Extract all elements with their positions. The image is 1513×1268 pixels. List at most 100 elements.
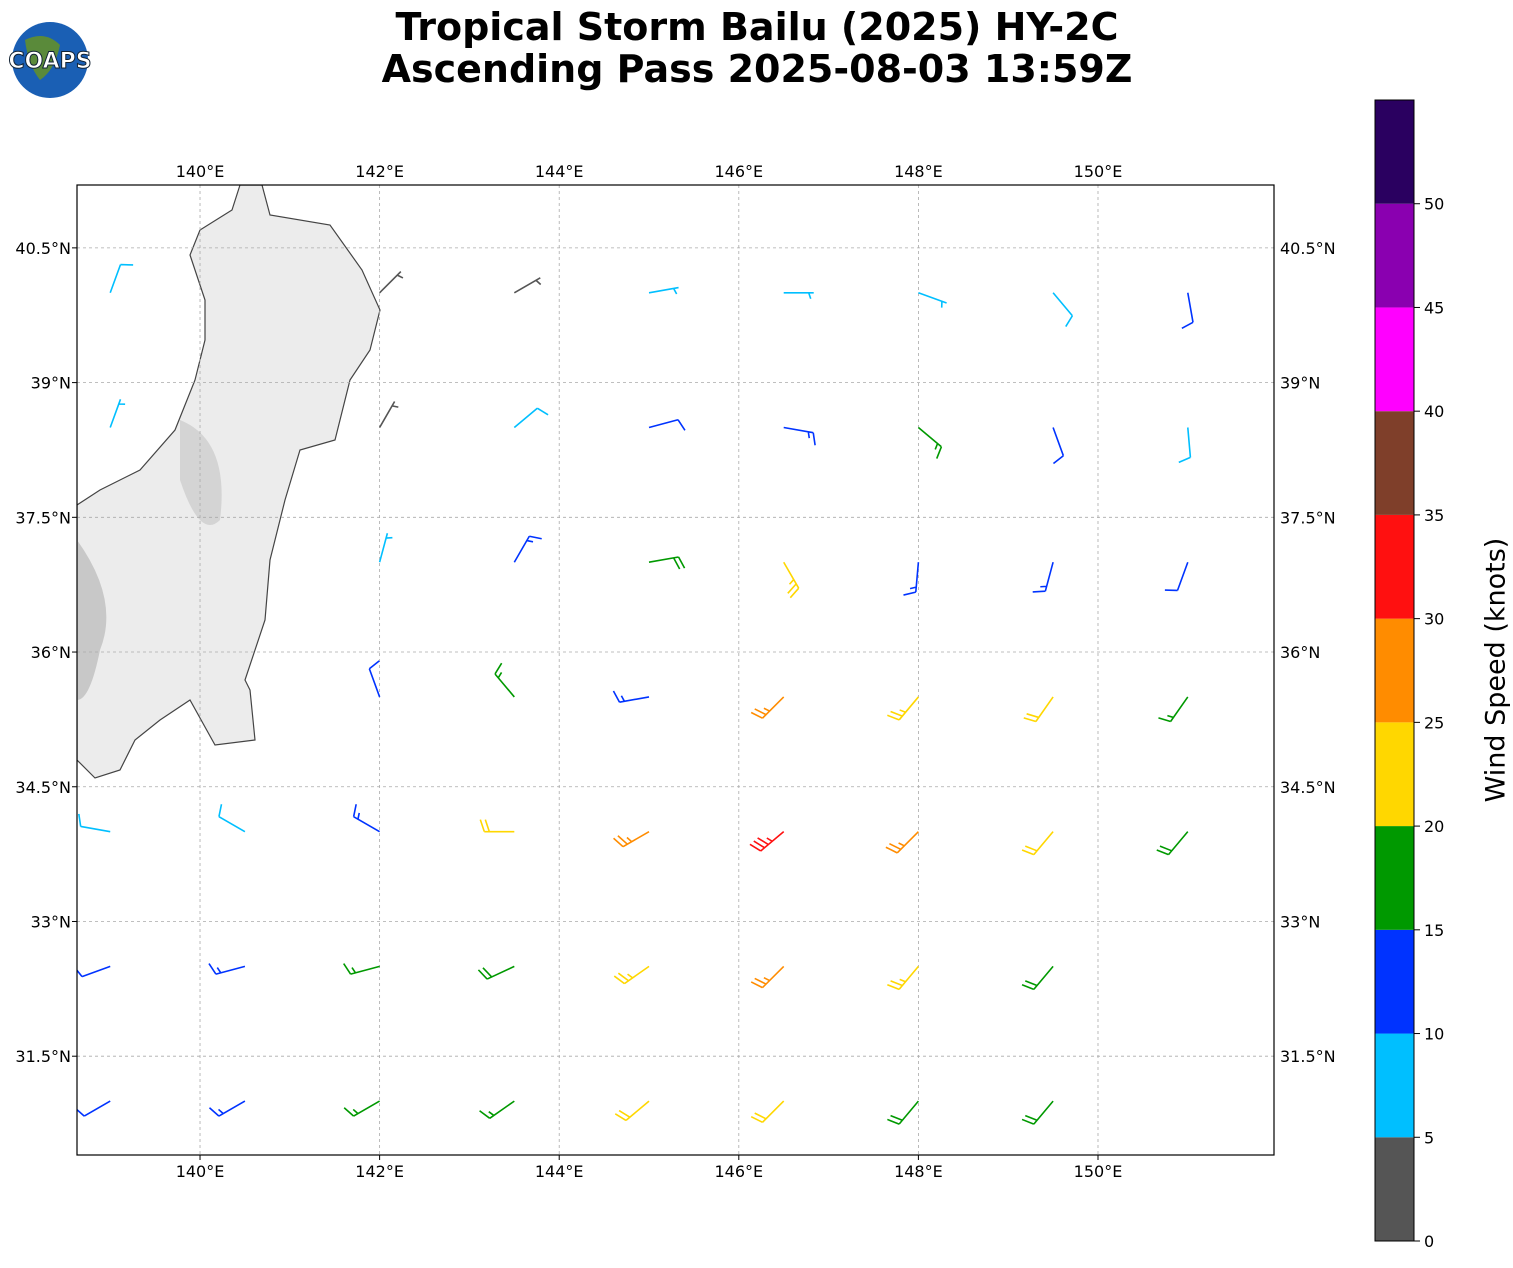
colorbar-tick-label: 40	[1424, 402, 1444, 421]
y-tick-label: 36°N	[31, 643, 71, 662]
colorbar-segment	[1375, 514, 1414, 619]
land-japan	[77, 185, 381, 779]
wind-barb	[1164, 561, 1189, 592]
wind-barb	[750, 696, 785, 719]
colorbar-tick-label: 20	[1424, 817, 1444, 836]
x-tick-label: 140°E	[176, 162, 225, 181]
colorbar-tick-label: 45	[1424, 298, 1444, 317]
wind-barb	[885, 831, 919, 854]
x-tick-label: 144°E	[535, 162, 584, 181]
terrain-shade	[77, 540, 107, 700]
wind-barb	[612, 690, 650, 703]
colorbar-segment	[1375, 100, 1414, 204]
colorbar-segment	[1375, 722, 1414, 827]
colorbar-tick-label: 15	[1424, 921, 1444, 940]
colorbar-frame	[1374, 99, 1415, 1242]
wind-barb	[477, 965, 515, 980]
wind-barb	[78, 813, 111, 833]
wind-barb	[613, 965, 650, 985]
wind-barb	[1023, 696, 1054, 723]
x-tick-label: 142°E	[355, 1162, 404, 1181]
x-tick-label: 150°E	[1074, 1162, 1123, 1181]
y-tick-label: 31.5°N	[15, 1047, 71, 1066]
wind-barb	[783, 561, 800, 599]
y-tick-label: 37.5°N	[1280, 508, 1336, 527]
grid: 140°E 140°E 142°E 142°E 144°E 144°E 146°E 146°E…	[15, 162, 1335, 1181]
wind-barb	[1158, 696, 1189, 723]
logo: COAPS	[8, 22, 92, 98]
wind-barb	[109, 399, 126, 428]
wind-barb	[750, 965, 785, 989]
colorbar-label: Wind Speed (knots)	[1481, 538, 1512, 803]
colorbar-segment	[1375, 307, 1414, 412]
wind-barb	[1181, 292, 1194, 330]
wind-barb	[918, 292, 947, 308]
colorbar: 0 5 10 15 20 25 30 35 40 45 50	[1374, 99, 1444, 1251]
colorbar-segment	[1375, 826, 1414, 930]
colorbar-tick-label: 25	[1424, 713, 1444, 732]
wind-barb	[887, 1100, 920, 1125]
y-tick-label: 34.5°N	[1280, 778, 1336, 797]
colorbar-tick-label: 30	[1424, 610, 1444, 629]
y-tick-label: 33°N	[1280, 912, 1320, 931]
wind-barb	[648, 418, 686, 431]
barbs	[77, 263, 1194, 1125]
x-tick-label: 146°E	[714, 1162, 763, 1181]
x-tick-label: 148°E	[894, 162, 943, 181]
chart-subtitle: Ascending Pass 2025-08-03 13:59Z	[382, 47, 1133, 91]
y-tick-label: 39°N	[31, 374, 71, 393]
colorbar-tick-label: 50	[1424, 195, 1444, 214]
wind-barb	[513, 407, 549, 429]
colorbar-segment	[1375, 1137, 1414, 1241]
wind-barb	[1021, 965, 1054, 991]
wind-barb	[750, 1100, 785, 1124]
wind-barb	[352, 804, 381, 833]
wind-barb	[77, 965, 111, 978]
wind-barb	[479, 819, 515, 833]
y-tick-label: 40.5°N	[15, 239, 71, 258]
wind-barb	[1156, 831, 1189, 856]
x-tick-label: 144°E	[535, 1162, 584, 1181]
y-tick-label: 36°N	[1280, 643, 1320, 662]
terrain-shade	[180, 420, 222, 525]
x-tick-label: 142°E	[355, 162, 404, 181]
wind-barb	[1021, 831, 1054, 856]
wind-barb	[218, 804, 246, 833]
wind-barb	[479, 1100, 515, 1119]
wind-barb	[1178, 427, 1192, 464]
x-tick-label: 148°E	[894, 1162, 943, 1181]
y-tick-label: 33°N	[31, 912, 71, 931]
wind-barb	[648, 556, 686, 570]
map-frame	[76, 184, 1275, 1156]
y-tick-label: 40.5°N	[1280, 239, 1336, 258]
x-tick-label: 150°E	[1074, 162, 1123, 181]
wind-barb	[1052, 292, 1074, 327]
colorbar-tick-label: 5	[1424, 1128, 1434, 1147]
map-background	[77, 185, 381, 779]
wind-barb	[783, 291, 814, 300]
wind-barb	[1032, 562, 1054, 593]
wind-barb	[494, 662, 515, 698]
y-tick-label: 39°N	[1280, 374, 1320, 393]
y-tick-label: 31.5°N	[1280, 1047, 1336, 1066]
wind-barb	[368, 660, 381, 698]
y-tick-label: 37.5°N	[15, 508, 71, 527]
colorbar-segment	[1375, 929, 1414, 1034]
wind-barb	[1021, 1100, 1054, 1125]
x-tick-label: 146°E	[714, 162, 763, 181]
y-tick-label: 34.5°N	[15, 778, 71, 797]
wind-barb	[378, 401, 399, 428]
x-tick-label: 140°E	[176, 1162, 225, 1181]
wind-barb	[887, 965, 920, 991]
wind-barb	[513, 535, 542, 563]
chart-title: Tropical Storm Bailu (2025) HY-2C	[396, 5, 1119, 49]
wind-barb	[648, 286, 679, 295]
wind-barb	[77, 1100, 111, 1117]
colorbar-tick-label: 35	[1424, 506, 1444, 525]
wind-barb	[903, 562, 920, 596]
colorbar-tick-label: 0	[1424, 1232, 1434, 1251]
wind-barb	[513, 277, 542, 294]
wind-barb	[783, 426, 816, 446]
colorbar-tick-label: 10	[1424, 1025, 1444, 1044]
